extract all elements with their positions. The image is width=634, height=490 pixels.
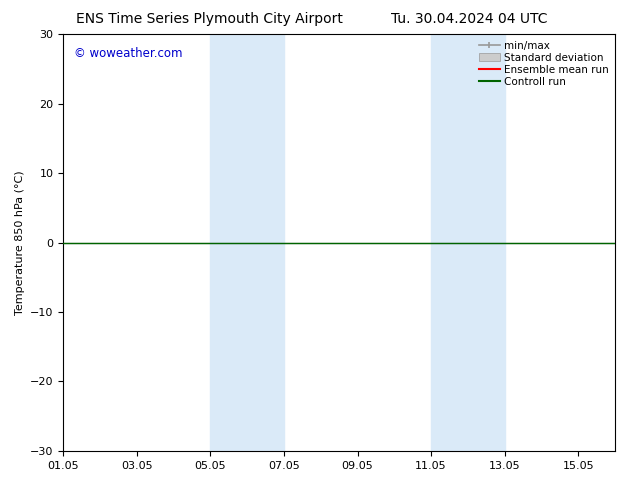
Text: © woweather.com: © woweather.com (74, 47, 183, 60)
Text: ENS Time Series Plymouth City Airport: ENS Time Series Plymouth City Airport (76, 12, 342, 26)
Text: Tu. 30.04.2024 04 UTC: Tu. 30.04.2024 04 UTC (391, 12, 547, 26)
Bar (431, 34, 505, 451)
Legend: min/max, Standard deviation, Ensemble mean run, Controll run: min/max, Standard deviation, Ensemble me… (476, 37, 612, 90)
Bar (210, 34, 284, 451)
Y-axis label: Temperature 850 hPa (°C): Temperature 850 hPa (°C) (15, 170, 25, 315)
